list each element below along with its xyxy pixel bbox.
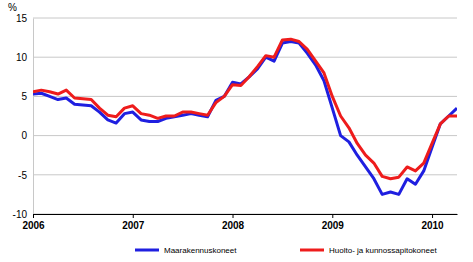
- y-tick-label: 10: [16, 52, 28, 63]
- grid-line: [33, 18, 457, 19]
- y-tick: -10: [13, 209, 33, 220]
- y-tick: 10: [16, 52, 33, 63]
- x-tick-mark: [233, 214, 234, 218]
- legend: Maarakennuskoneet Huolto- ja kunnossapito…: [135, 246, 437, 255]
- grid-line: [33, 96, 457, 97]
- x-tick-label: 2009: [322, 220, 345, 231]
- legend-label: Maarakennuskoneet: [164, 246, 237, 255]
- x-tick-label: 2008: [222, 220, 245, 231]
- grid: [33, 18, 457, 214]
- x-tick-mark: [133, 214, 134, 218]
- y-tick: -5: [18, 170, 33, 181]
- grid-line: [33, 57, 457, 58]
- grid-line: [33, 135, 457, 136]
- y-axis-label: %: [8, 2, 17, 13]
- x-tick: 2010: [421, 214, 444, 231]
- x-tick-label: 2007: [122, 220, 145, 231]
- x-tick: 2008: [222, 214, 245, 231]
- y-tick-label: 5: [21, 91, 27, 102]
- x-tick-mark: [432, 214, 433, 218]
- x-axis: 2006 2007 2008 2009 2010: [22, 214, 457, 231]
- y-axis-line: [33, 19, 34, 215]
- y-axis: -10 -5 0 5 10 15: [13, 13, 34, 220]
- y-tick-label: -5: [18, 170, 27, 181]
- legend-swatch: [300, 249, 324, 252]
- series-line: [33, 42, 457, 195]
- y-tick-label: 0: [21, 130, 27, 141]
- x-tick-label: 2010: [421, 220, 444, 231]
- x-tick-mark: [332, 214, 333, 218]
- x-tick: 2007: [122, 214, 145, 231]
- plot-area: [33, 39, 457, 194]
- series-line: [33, 39, 457, 179]
- chart: -10 -5 0 5 10 15 2006 2007 2008 2009 2010% Maaraken…: [0, 0, 473, 262]
- x-axis-line: [34, 214, 458, 215]
- x-tick: 2009: [322, 214, 345, 231]
- legend-label: Huolto- ja kunnossapitokoneet: [329, 246, 437, 255]
- x-tick-mark: [33, 214, 34, 218]
- y-tick: 15: [16, 13, 33, 24]
- y-tick: 5: [21, 91, 33, 102]
- grid-line: [33, 174, 457, 175]
- legend-swatch: [135, 249, 159, 252]
- y-tick-label: 15: [16, 13, 28, 24]
- y-tick-label: -10: [13, 209, 28, 220]
- x-tick-label: 2006: [22, 220, 45, 231]
- grid-line: [33, 214, 457, 215]
- x-tick: 2006: [22, 214, 45, 231]
- y-tick: 0: [21, 130, 33, 141]
